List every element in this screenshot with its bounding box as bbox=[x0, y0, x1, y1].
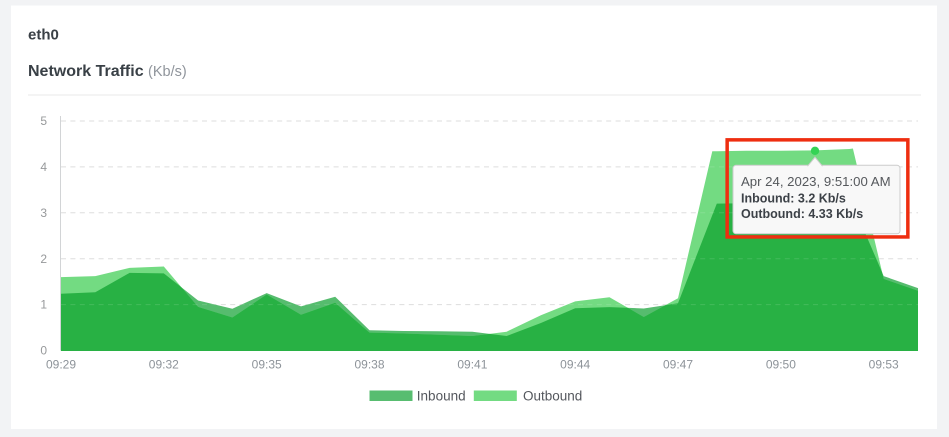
svg-text:Network Traffic (Kb/s): Network Traffic (Kb/s) bbox=[28, 63, 187, 80]
svg-text:0: 0 bbox=[40, 344, 47, 358]
svg-text:Inbound: Inbound bbox=[417, 389, 466, 404]
svg-text:09:32: 09:32 bbox=[149, 358, 179, 372]
svg-text:eth0: eth0 bbox=[28, 27, 59, 44]
svg-text:Apr 24, 2023, 9:51:00 AM: Apr 24, 2023, 9:51:00 AM bbox=[741, 174, 891, 189]
svg-text:5: 5 bbox=[40, 114, 47, 128]
svg-text:09:29: 09:29 bbox=[46, 358, 76, 372]
svg-text:Inbound: 3.2 Kb/s: Inbound: 3.2 Kb/s bbox=[741, 192, 846, 206]
svg-text:2: 2 bbox=[40, 252, 47, 266]
svg-text:3: 3 bbox=[40, 206, 47, 220]
svg-text:09:38: 09:38 bbox=[354, 358, 384, 372]
svg-text:Outbound: Outbound bbox=[523, 389, 582, 404]
svg-text:09:53: 09:53 bbox=[869, 358, 899, 372]
svg-text:09:47: 09:47 bbox=[663, 358, 693, 372]
svg-text:09:35: 09:35 bbox=[252, 358, 282, 372]
svg-text:1: 1 bbox=[40, 298, 47, 312]
svg-text:4: 4 bbox=[40, 160, 47, 174]
svg-text:Outbound: 4.33 Kb/s: Outbound: 4.33 Kb/s bbox=[741, 207, 863, 221]
svg-text:09:41: 09:41 bbox=[457, 358, 487, 372]
svg-text:09:50: 09:50 bbox=[766, 358, 796, 372]
svg-text:09:44: 09:44 bbox=[560, 358, 590, 372]
